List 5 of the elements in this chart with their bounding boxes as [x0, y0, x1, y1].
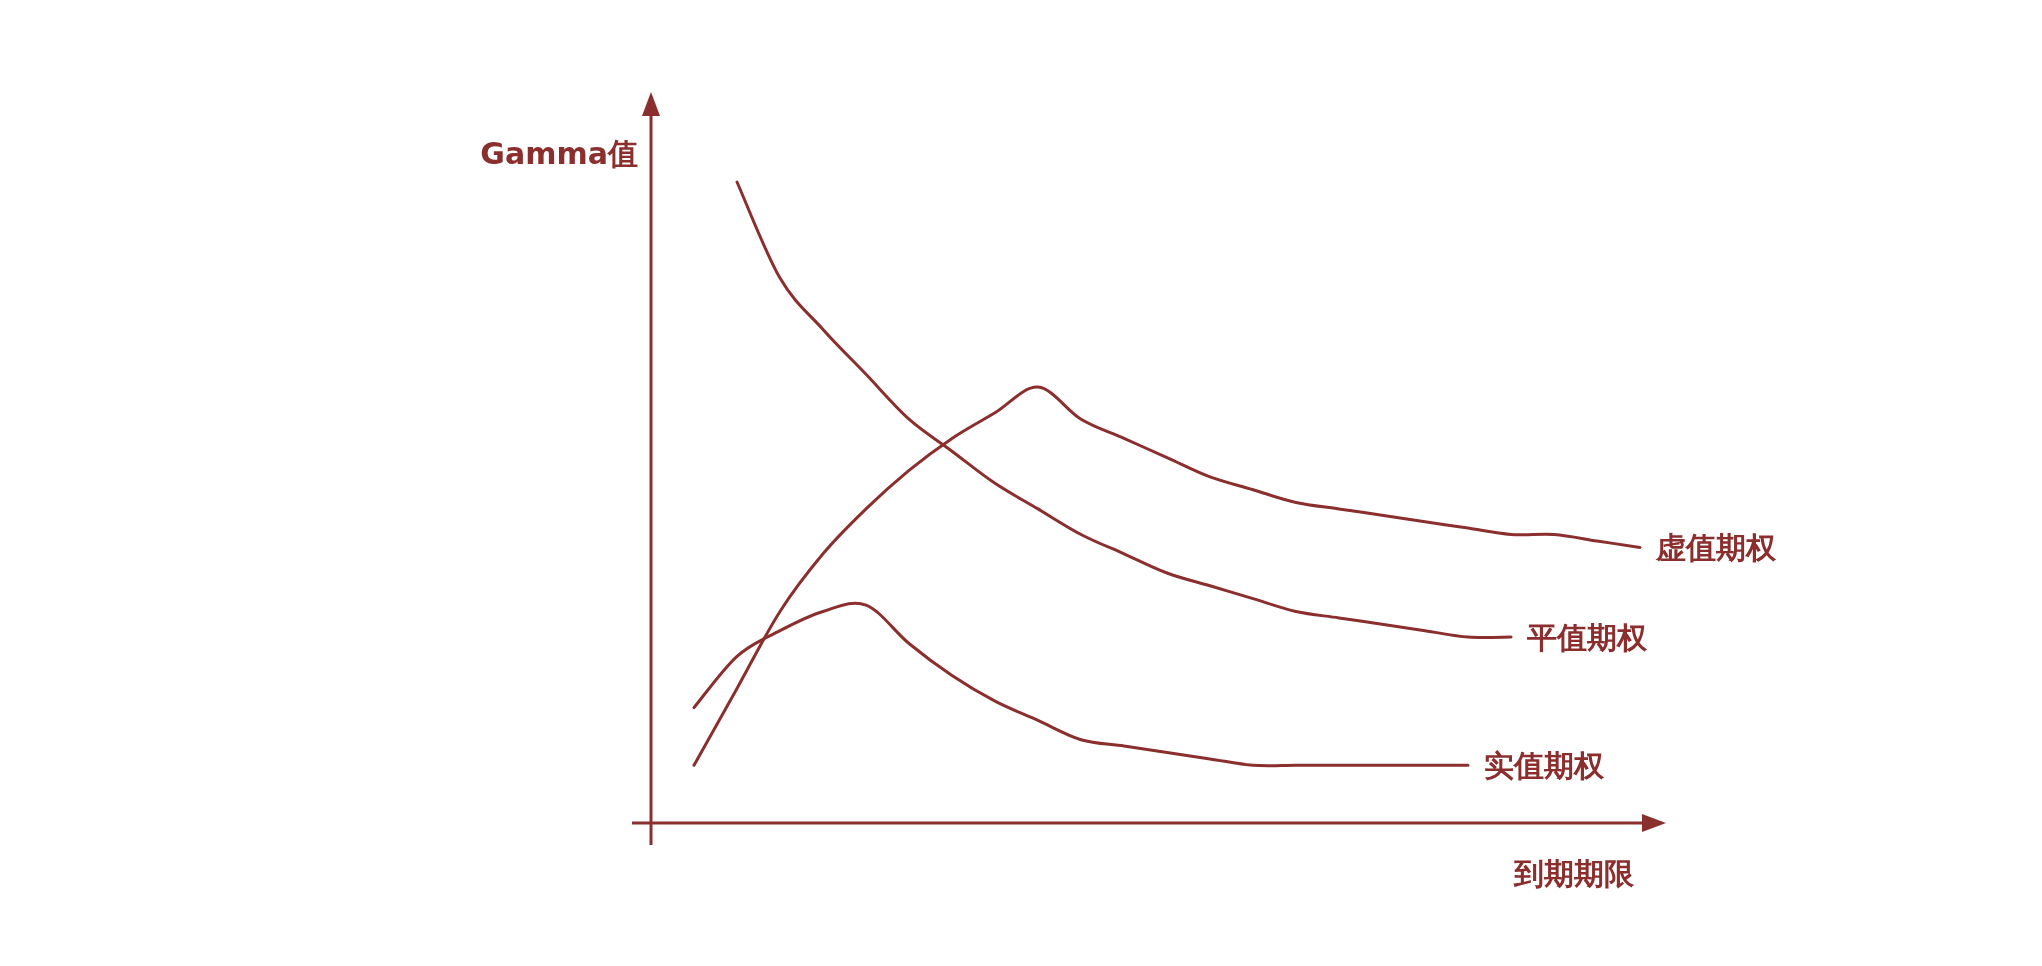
x-axis-title: 到期期限 [1513, 855, 1635, 891]
series-label: 虚值期权 [1655, 529, 1777, 565]
y-axis-title: Gamma值 [480, 135, 638, 171]
series-label: 实值期权 [1484, 747, 1605, 783]
series-label: 平值期权 [1526, 619, 1648, 655]
